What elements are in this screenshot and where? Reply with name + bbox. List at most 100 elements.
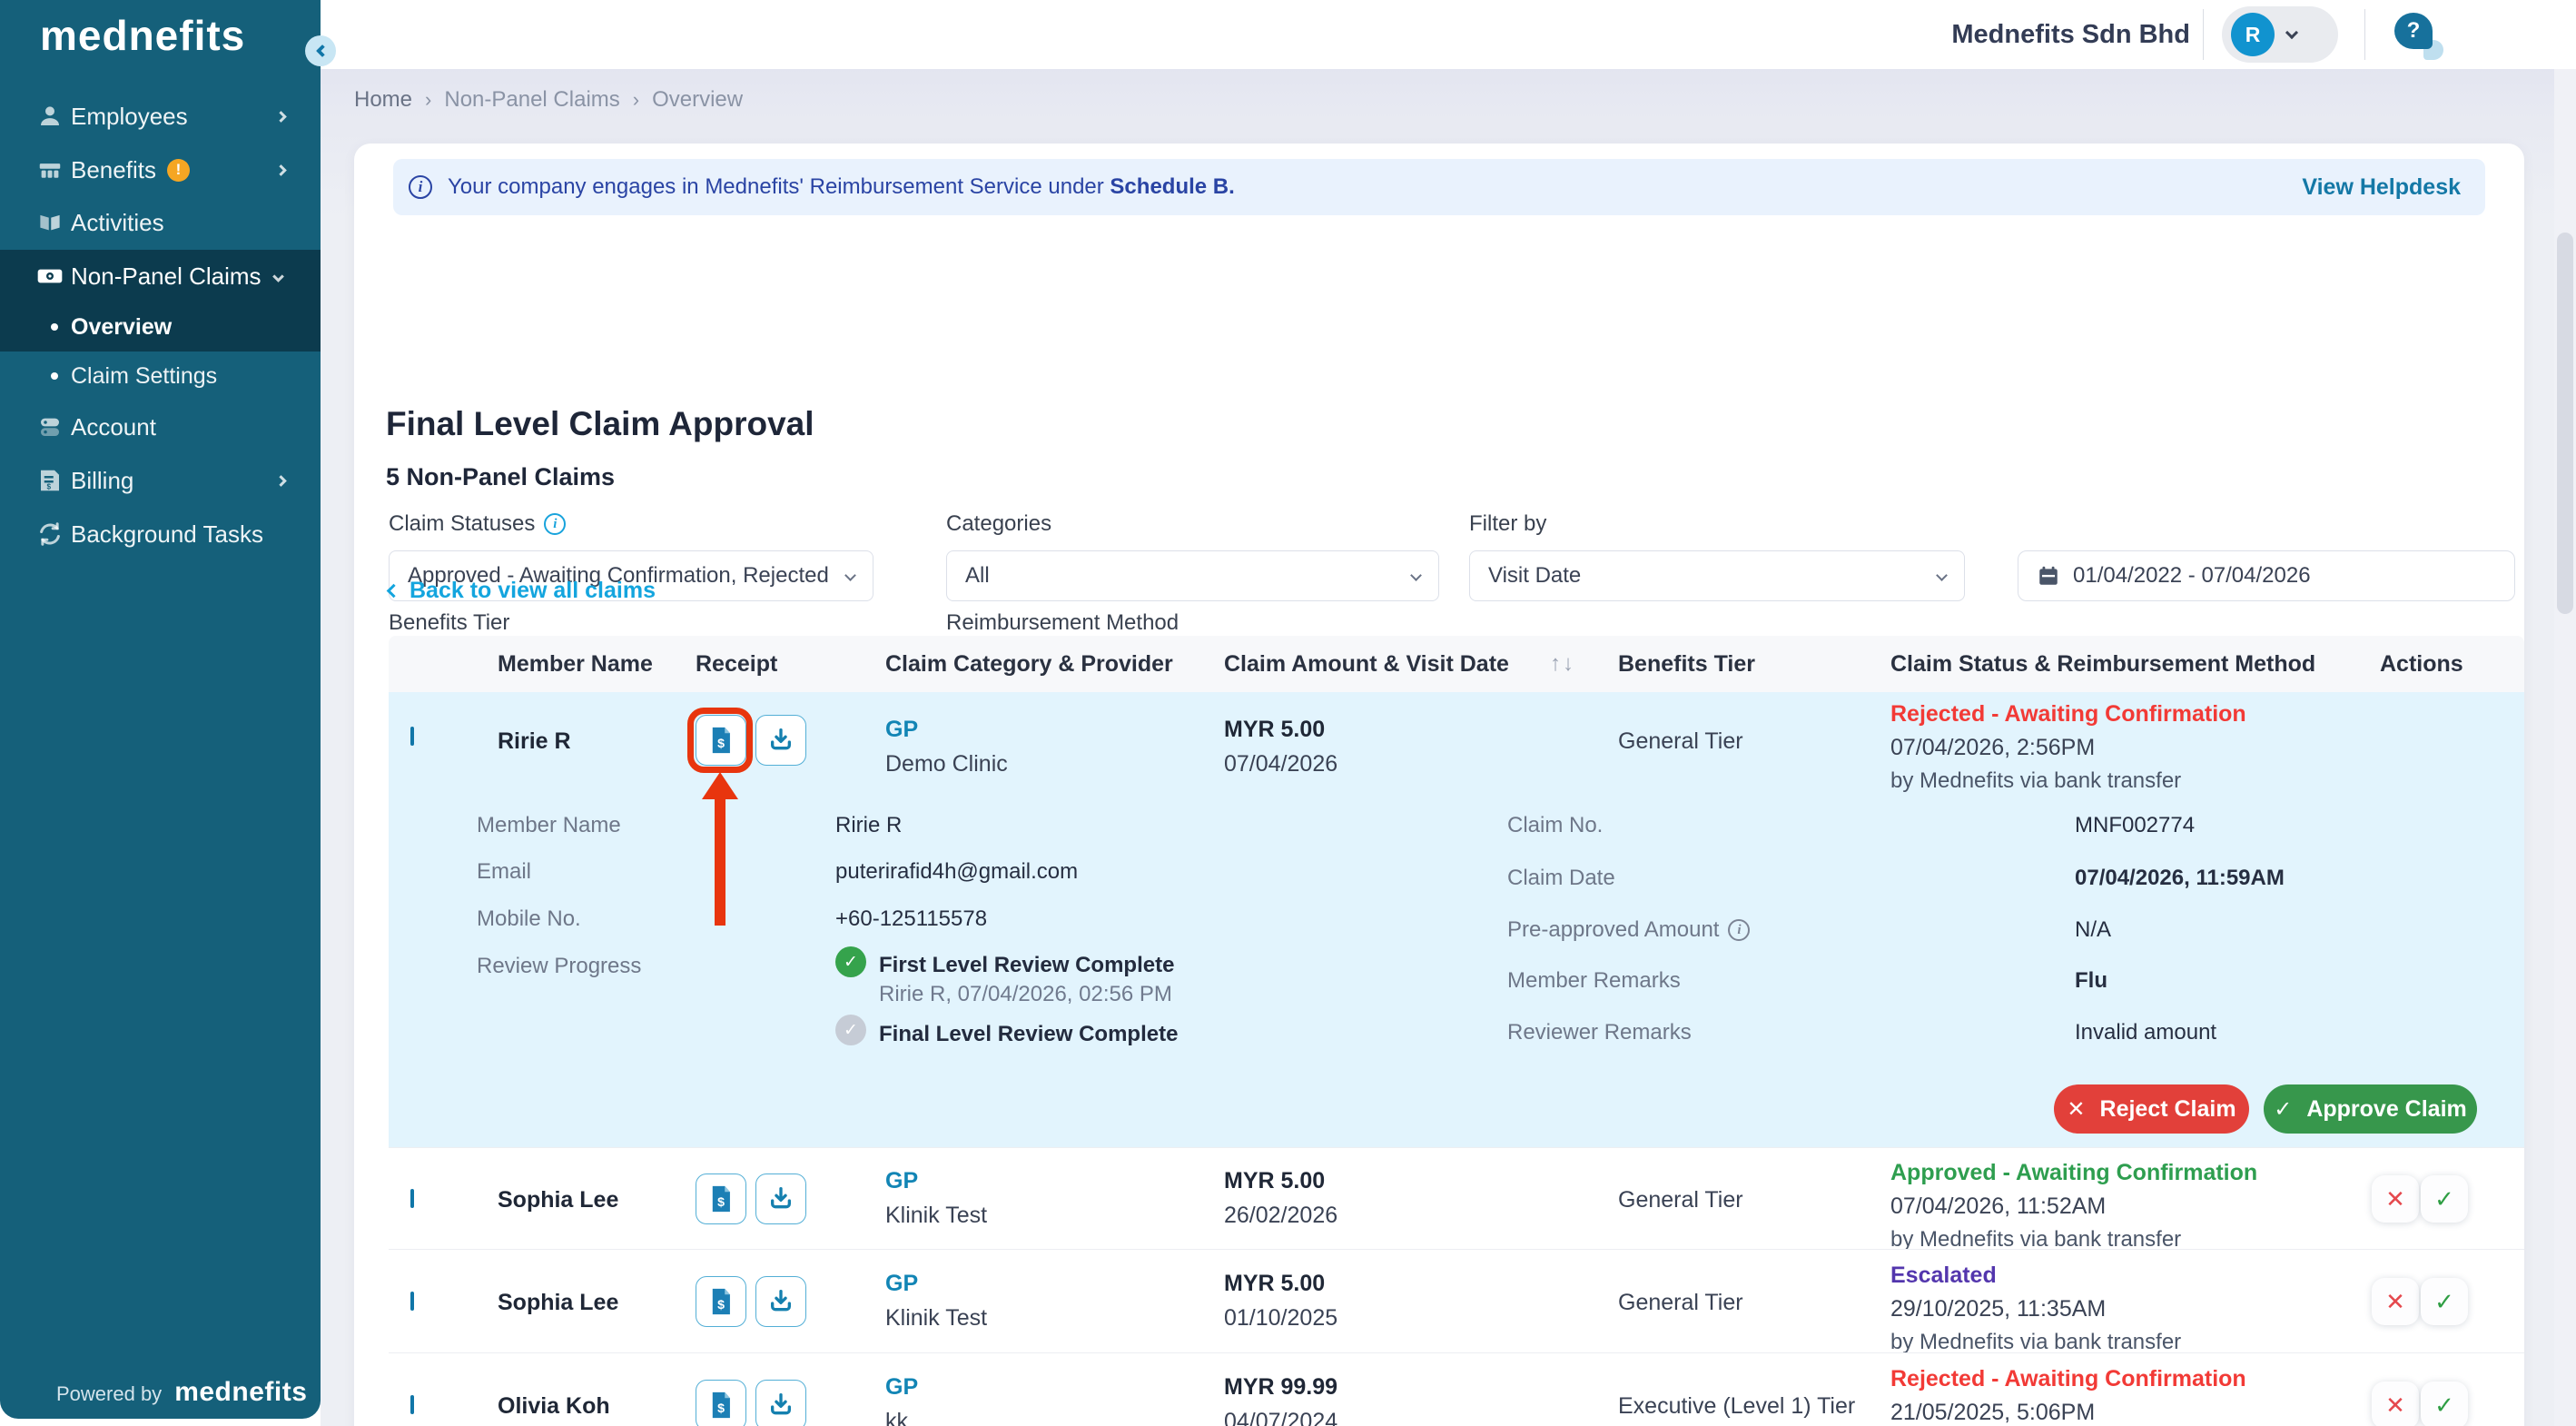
categories-select[interactable]: All xyxy=(946,550,1439,601)
top-bar: Mednefits Sdn Bhd R ? xyxy=(321,0,2576,69)
receipt-document-icon: $ xyxy=(706,1390,736,1421)
status-badge: Approved - Awaiting Confirmation xyxy=(1890,1160,2257,1186)
info-icon[interactable]: i xyxy=(1728,919,1750,941)
download-receipt-button[interactable] xyxy=(755,715,806,766)
approve-claim-button[interactable]: ✓ Approve Claim xyxy=(2264,1084,2477,1134)
header-member-name: Member Name xyxy=(498,651,653,678)
member-name: Sophia Lee xyxy=(498,1187,618,1213)
detail-preapproved: N/A xyxy=(2075,917,2111,943)
approve-claim-icon-button[interactable]: ✓ xyxy=(2421,1175,2468,1223)
category-cell: GP kk xyxy=(885,1374,918,1426)
sidebar: mednefits Employees Benefits ! xyxy=(0,0,321,1419)
sidebar-item-benefits[interactable]: Benefits ! xyxy=(0,144,321,196)
person-icon xyxy=(35,101,65,132)
user-menu[interactable]: R xyxy=(2222,6,2338,63)
account-icon xyxy=(35,411,65,442)
header-receipt: Receipt xyxy=(696,651,777,678)
receipt-button[interactable]: $ xyxy=(696,1380,746,1426)
detail-member-remarks-label: Member Remarks xyxy=(1507,968,1681,994)
category-cell: GP Klinik Test xyxy=(885,1271,987,1332)
mednefits-footer-logo: mednefits xyxy=(174,1377,307,1408)
detail-mobile-label: Mobile No. xyxy=(477,906,581,932)
download-receipt-button[interactable] xyxy=(755,1276,806,1327)
money-icon xyxy=(35,261,65,292)
back-to-all-claims-link[interactable]: Back to view all claims xyxy=(389,578,656,604)
sidebar-item-employees[interactable]: Employees xyxy=(0,90,321,143)
sidebar-subitem-label: Claim Settings xyxy=(71,363,217,390)
sidebar-item-label: Non-Panel Claims xyxy=(71,262,262,291)
sidebar-item-claim-settings[interactable]: Claim Settings xyxy=(0,352,321,401)
receipt-button[interactable]: $ xyxy=(696,1173,746,1224)
divider xyxy=(2203,9,2204,60)
sidebar-item-background-tasks[interactable]: Background Tasks xyxy=(0,508,321,560)
annotation-highlight-ring xyxy=(687,708,753,773)
detail-reviewer-remarks: Invalid amount xyxy=(2075,1020,2216,1045)
claims-table: Member Name Receipt Claim Category & Pro… xyxy=(389,636,2524,1426)
sidebar-item-account[interactable]: Account xyxy=(0,401,321,453)
detail-reviewer-remarks-label: Reviewer Remarks xyxy=(1507,1020,1692,1045)
expand-row-chevron[interactable] xyxy=(410,1189,432,1211)
categories-label: Categories xyxy=(946,511,1051,537)
breadcrumb-separator: › xyxy=(633,88,639,112)
reject-claim-icon-button[interactable]: ✕ xyxy=(2372,1278,2419,1325)
chevron-up-icon xyxy=(410,727,414,746)
sidebar-item-activities[interactable]: Activities xyxy=(0,196,321,249)
sidebar-item-non-panel-claims[interactable]: Non-Panel Claims xyxy=(0,250,321,302)
reject-claim-icon-button[interactable]: ✕ xyxy=(2372,1175,2419,1223)
detail-preapproved-label: Pre-approved Amount i xyxy=(1507,917,1750,943)
app-root: mednefits Employees Benefits ! xyxy=(0,0,2576,1426)
download-receipt-button[interactable] xyxy=(755,1380,806,1426)
bullet-icon xyxy=(51,323,58,331)
view-helpdesk-link[interactable]: View Helpdesk xyxy=(2302,174,2461,201)
svg-text:$: $ xyxy=(717,1401,725,1416)
breadcrumb-page: Overview xyxy=(652,87,743,113)
benefits-tier-cell: General Tier xyxy=(1618,728,1743,755)
chevron-down-icon xyxy=(844,569,856,581)
chevron-down-icon xyxy=(1936,569,1948,581)
breadcrumb-section[interactable]: Non-Panel Claims xyxy=(444,87,619,113)
reject-claim-button[interactable]: ✕ Reject Claim xyxy=(2054,1084,2249,1134)
info-icon[interactable]: i xyxy=(544,513,566,535)
calendar-icon xyxy=(2037,564,2060,588)
status-cell: Approved - Awaiting Confirmation 07/04/2… xyxy=(1890,1160,2257,1253)
sidebar-collapse-button[interactable] xyxy=(305,35,336,66)
category-cell: GP Demo Clinic xyxy=(885,717,1008,777)
detail-claim-date: 07/04/2026, 11:59AM xyxy=(2075,866,2285,891)
sort-icons[interactable]: ↑↓ xyxy=(1550,651,1575,677)
download-icon xyxy=(766,1287,795,1316)
help-icon: ? xyxy=(2394,13,2433,49)
filter-by-select[interactable]: Visit Date xyxy=(1469,550,1965,601)
bullet-icon xyxy=(51,372,58,380)
sidebar-item-overview[interactable]: Overview xyxy=(0,302,321,352)
download-icon xyxy=(766,1184,795,1213)
detail-member-name-label: Member Name xyxy=(477,813,621,838)
amount-cell: MYR 5.00 26/02/2026 xyxy=(1224,1168,1337,1229)
chevron-right-icon xyxy=(275,111,287,123)
date-range-picker[interactable]: 01/04/2022 - 07/04/2026 xyxy=(2018,550,2515,601)
sidebar-item-billing[interactable]: $ Billing xyxy=(0,454,321,507)
claims-count: 5 Non-Panel Claims xyxy=(386,463,615,491)
svg-text:$: $ xyxy=(717,1298,725,1312)
reject-claim-icon-button[interactable]: ✕ xyxy=(2372,1381,2419,1426)
collapse-row-chevron[interactable] xyxy=(410,730,432,752)
header-status: Claim Status & Reimbursement Method xyxy=(1890,651,2315,678)
scrollbar-track[interactable] xyxy=(2554,69,2576,1426)
help-button[interactable]: ? xyxy=(2394,13,2438,56)
benefits-icon xyxy=(35,154,65,185)
detail-email-label: Email xyxy=(477,859,531,885)
filter-by-label: Filter by xyxy=(1469,511,1546,537)
approve-claim-icon-button[interactable]: ✓ xyxy=(2421,1381,2468,1426)
detail-claim-no: MNF002774 xyxy=(2075,813,2195,838)
expand-row-chevron[interactable] xyxy=(410,1395,432,1417)
breadcrumb-home[interactable]: Home xyxy=(354,87,412,113)
receipt-button[interactable]: $ xyxy=(696,1276,746,1327)
header-amount: Claim Amount & Visit Date xyxy=(1224,651,1509,678)
download-icon xyxy=(766,1391,795,1420)
claim-statuses-label: Claim Statuses i xyxy=(389,511,566,537)
company-name: Mednefits Sdn Bhd xyxy=(1951,20,2190,50)
download-receipt-button[interactable] xyxy=(755,1173,806,1224)
approve-claim-icon-button[interactable]: ✓ xyxy=(2421,1278,2468,1325)
detail-member-name: Ririe R xyxy=(835,813,902,838)
expand-row-chevron[interactable] xyxy=(410,1292,432,1313)
scrollbar-thumb[interactable] xyxy=(2557,233,2573,614)
